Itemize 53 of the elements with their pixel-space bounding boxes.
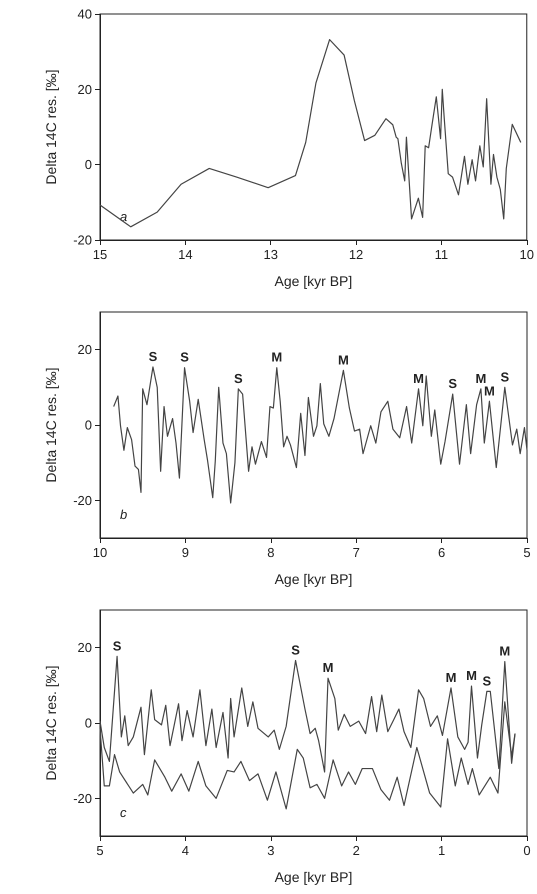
x-tick-label: 8 <box>267 545 274 560</box>
x-tick-label: 14 <box>178 247 193 262</box>
y-tick-label: -20 <box>73 790 92 806</box>
x-axis-title: Age [kyr BP] <box>274 869 352 885</box>
annotation: M <box>413 370 424 386</box>
y-tick-label: 20 <box>78 640 92 656</box>
x-tick-label: 13 <box>263 247 278 262</box>
annotation: S <box>291 642 300 658</box>
x-tick-label: 4 <box>182 843 190 858</box>
x-tick-label: 5 <box>96 843 104 858</box>
annotation: M <box>466 668 477 684</box>
x-tick-label: 12 <box>348 247 364 262</box>
y-tick-label: 40 <box>78 6 92 22</box>
annotation: S <box>180 350 190 365</box>
annotation: M <box>271 350 282 365</box>
y-tick-label: -20 <box>73 492 92 508</box>
x-axis-title: Age [kyr BP] <box>274 273 352 289</box>
x-tick-label: 6 <box>438 545 446 560</box>
y-tick-label: 0 <box>84 716 92 730</box>
x-tick-label: 9 <box>182 545 190 560</box>
y-tick-label: 20 <box>78 342 92 358</box>
x-tick-label: 7 <box>352 545 360 560</box>
x-tick-label: 2 <box>352 843 360 858</box>
y-axis-title: Delta 14C res. [‰] <box>43 69 59 185</box>
annotation: M <box>475 370 486 386</box>
x-tick-label: 15 <box>92 247 108 262</box>
x-tick-label: 10 <box>92 545 108 560</box>
y-axis-title: Delta 14C res. [‰] <box>43 665 59 781</box>
y-tick-label: 20 <box>78 82 92 97</box>
x-tick-label: 10 <box>520 247 534 262</box>
annotation: M <box>484 383 495 398</box>
annotation: S <box>500 369 510 384</box>
annotation: S <box>148 348 158 364</box>
annotation: M <box>446 670 456 685</box>
annotation: S <box>482 673 492 688</box>
x-tick-label: 0 <box>523 843 531 858</box>
x-tick-label: 1 <box>438 843 446 858</box>
x-axis-title: Age [kyr BP] <box>274 571 352 587</box>
annotation: c <box>120 805 127 820</box>
x-tick-label: 5 <box>523 545 531 560</box>
annotation: b <box>120 507 128 522</box>
x-tick-label: 11 <box>434 247 448 262</box>
y-tick-label: 0 <box>84 418 92 432</box>
annotation: M <box>338 352 349 368</box>
annotation: S <box>234 370 244 386</box>
annotation: M <box>499 644 510 659</box>
y-tick-label: 0 <box>84 157 92 172</box>
annotation: S <box>448 376 458 392</box>
y-tick-label: -20 <box>73 232 92 248</box>
y-axis-title: Delta 14C res. [‰] <box>43 367 59 483</box>
x-tick-label: 3 <box>267 843 274 858</box>
annotation: S <box>112 638 122 654</box>
annotation: M <box>322 660 334 676</box>
